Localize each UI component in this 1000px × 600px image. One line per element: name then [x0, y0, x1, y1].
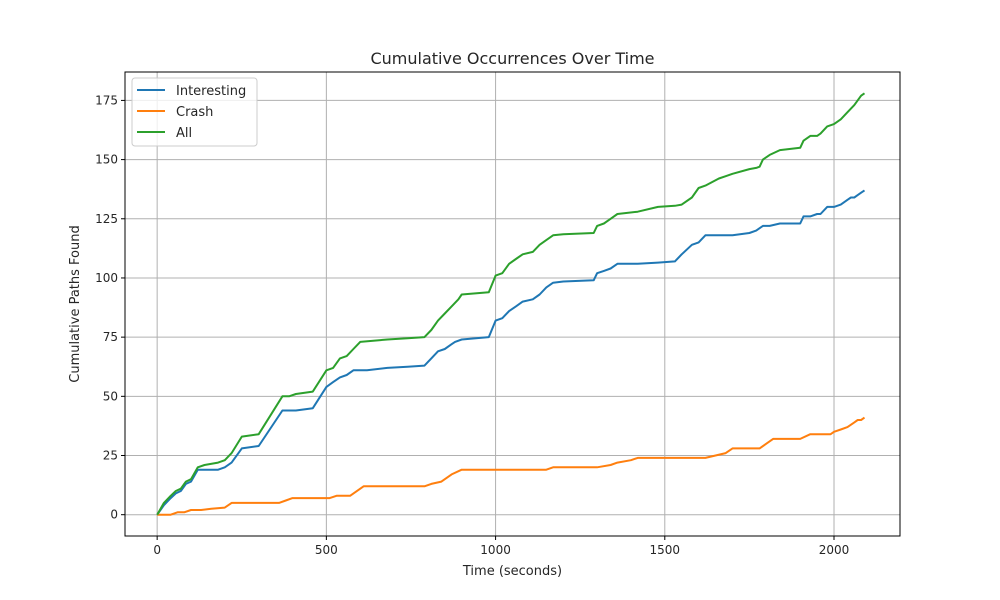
series-line-crash — [157, 416, 866, 516]
legend-frame — [131, 77, 258, 147]
legend-label-crash: Crash — [176, 105, 213, 120]
y-tick-label: 175 — [95, 93, 118, 107]
y-tick-label: 75 — [103, 330, 118, 344]
axis-ticks: 0 500 1000 1500 2000 0 25 50 75 100 125 150 175 — [95, 93, 849, 557]
series-line-all — [156, 92, 866, 516]
y-tick-label: 125 — [95, 212, 118, 226]
legend-label-interesting: Interesting — [176, 84, 246, 99]
x-tick-label: 1000 — [480, 543, 511, 557]
x-axis-label: Time (seconds) — [462, 564, 562, 579]
y-tick-label: 150 — [95, 153, 118, 167]
grid-lines — [125, 72, 900, 536]
x-tick-label: 1500 — [650, 543, 681, 557]
y-tick-label: 0 — [110, 508, 118, 522]
chart-title: Cumulative Occurrences Over Time — [370, 49, 654, 68]
plot-area-frame — [124, 71, 901, 537]
x-tick-label: 2000 — [819, 543, 850, 557]
x-tick-label: 500 — [315, 543, 338, 557]
y-axis-label: Cumulative Paths Found — [68, 225, 83, 383]
y-tick-label: 100 — [95, 271, 118, 285]
series-lines — [156, 92, 866, 516]
legend-label-all: All — [176, 126, 192, 141]
y-tick-label: 25 — [103, 449, 118, 463]
series-line-interesting — [156, 189, 866, 516]
x-tick-label: 0 — [153, 543, 161, 557]
y-tick-label: 50 — [103, 389, 118, 403]
legend: Interesting Crash All — [131, 77, 258, 147]
